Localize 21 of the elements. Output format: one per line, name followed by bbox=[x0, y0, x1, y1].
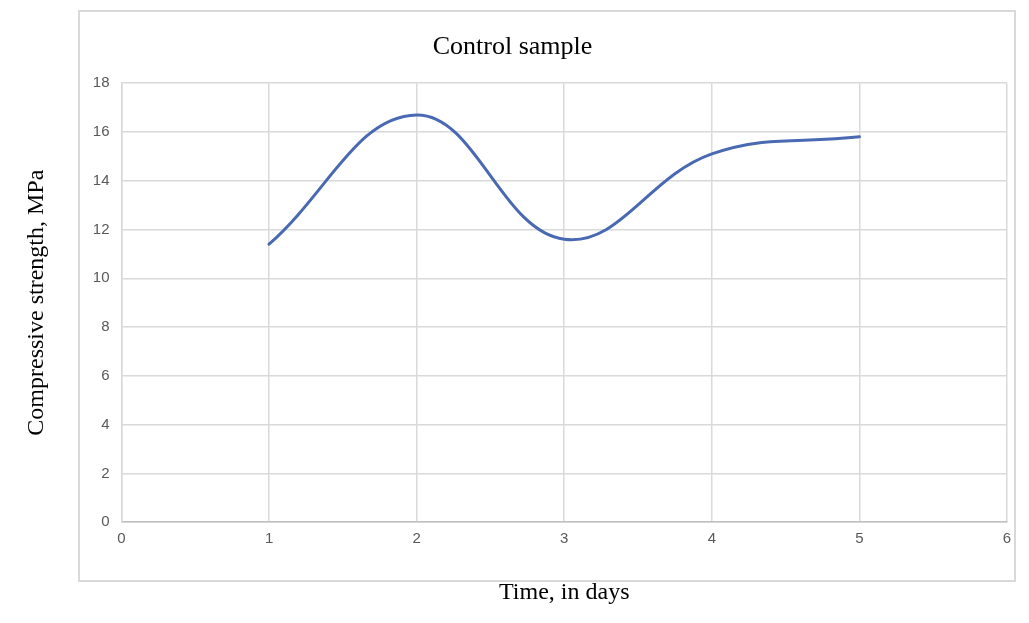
x-tick-label: 4 bbox=[707, 529, 716, 547]
chart-title: Control sample bbox=[432, 31, 593, 61]
y-tick-label: 2 bbox=[101, 463, 110, 481]
y-tick-label: 10 bbox=[92, 268, 110, 286]
y-tick-label: 12 bbox=[92, 219, 110, 237]
x-tick-label: 2 bbox=[412, 529, 421, 547]
y-tick-label: 6 bbox=[101, 366, 110, 384]
x-tick-label: 1 bbox=[264, 529, 274, 547]
y-tick-label: 4 bbox=[101, 414, 110, 432]
x-axis-title: Time, in days bbox=[499, 577, 630, 604]
y-tick-label: 14 bbox=[92, 170, 110, 188]
x-tick-label: 5 bbox=[855, 529, 864, 547]
y-tick-label: 16 bbox=[92, 122, 110, 140]
x-tick-label: 3 bbox=[560, 529, 569, 547]
y-axis-title: Compressive strength, MPa bbox=[21, 169, 48, 436]
x-tick-label: 0 bbox=[117, 529, 126, 547]
y-tick-label: 8 bbox=[101, 317, 110, 335]
line-series bbox=[267, 113, 861, 246]
y-tick-label: 0 bbox=[101, 512, 110, 530]
y-tick-label: 18 bbox=[92, 73, 110, 91]
x-tick-label: 6 bbox=[1002, 529, 1012, 547]
